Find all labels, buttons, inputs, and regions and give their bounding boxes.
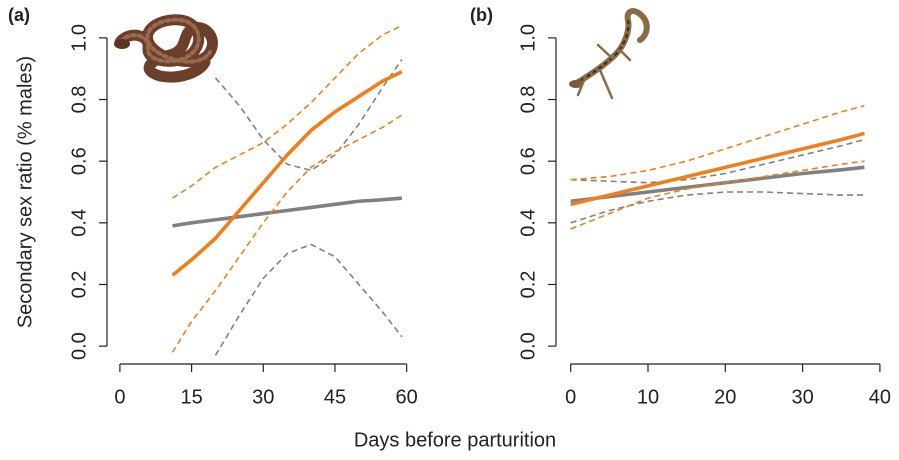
y-tick-label: 1.0 — [517, 24, 539, 52]
y-tick-label: 0.0 — [517, 332, 539, 360]
ci-line — [570, 138, 865, 184]
fit-line — [172, 196, 403, 228]
x-tick-label: 30 — [252, 386, 274, 408]
x-tick-label: 40 — [869, 386, 891, 408]
x-axis-label: Days before parturition — [354, 429, 556, 451]
x-tick-label: 10 — [637, 386, 659, 408]
y-tick-label: 0.0 — [68, 332, 90, 360]
ci-line — [171, 114, 403, 353]
fit-line — [570, 131, 865, 207]
panel-label: (a) — [8, 5, 30, 25]
y-tick-label: 0.4 — [517, 209, 539, 237]
y-tick-label: 1.0 — [68, 24, 90, 52]
x-tick-label: 0 — [114, 386, 125, 408]
x-tick-label: 60 — [396, 386, 418, 408]
x-tick-label: 20 — [714, 386, 736, 408]
y-tick-label: 0.2 — [68, 271, 90, 299]
x-tick-label: 45 — [324, 386, 346, 408]
panel-label: (b) — [470, 5, 493, 25]
plot-area — [570, 104, 865, 230]
x-tick-label: 0 — [565, 386, 576, 408]
y-tick-label: 0.2 — [517, 271, 539, 299]
x-tick-label: 30 — [791, 386, 813, 408]
y-axis-label: Secondary sex ratio (% males) — [14, 56, 36, 328]
lizard-icon — [569, 8, 650, 100]
plot-area — [171, 24, 403, 356]
ci-line — [570, 104, 865, 181]
x-tick-label: 15 — [180, 386, 202, 408]
fit-line — [171, 70, 403, 277]
ci-line — [214, 243, 403, 356]
ci-line — [570, 160, 865, 230]
snake-icon — [114, 14, 218, 83]
y-tick-label: 0.6 — [68, 147, 90, 175]
y-tick-label: 0.6 — [517, 147, 539, 175]
ci-line — [214, 59, 403, 172]
y-tick-label: 0.4 — [68, 209, 90, 237]
y-tick-label: 0.8 — [68, 86, 90, 114]
ci-line — [172, 24, 403, 199]
ci-line — [570, 191, 865, 224]
y-tick-label: 0.8 — [517, 86, 539, 114]
